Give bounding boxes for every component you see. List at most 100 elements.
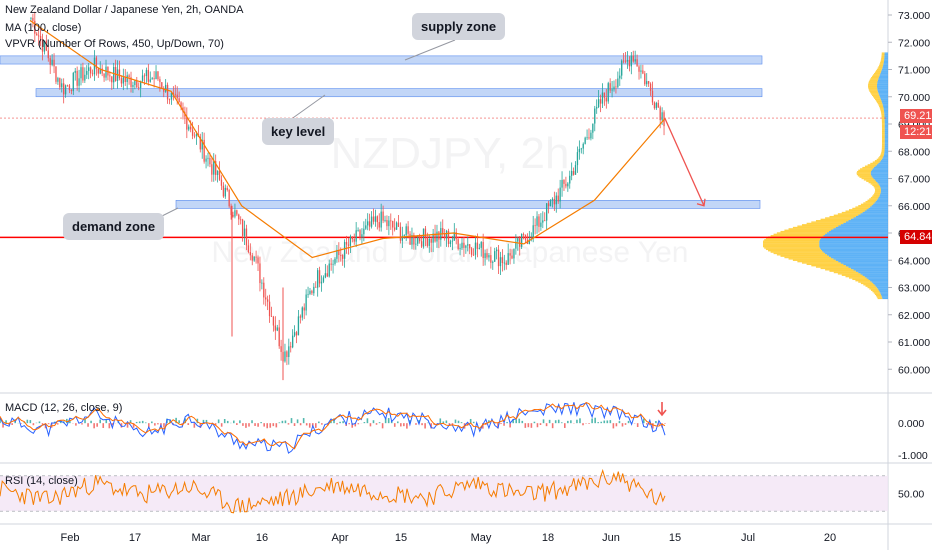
vp-bar-up — [825, 233, 888, 236]
vp-bar-up — [879, 96, 888, 98]
candle-body — [36, 33, 38, 36]
vp-bar-down — [874, 97, 881, 99]
vp-bar-down — [855, 279, 871, 282]
vp-bar-down — [881, 121, 885, 124]
candle-body — [322, 277, 325, 282]
price-tick-label: 62.000 — [898, 310, 930, 322]
vp-bar-down — [833, 214, 859, 216]
vp-bar-down — [870, 162, 879, 165]
candle-body — [30, 17, 32, 19]
candle-body — [64, 85, 67, 95]
candle-body — [99, 68, 101, 74]
candle-body — [478, 247, 480, 249]
vp-bar-up — [881, 296, 888, 298]
vp-bar-down — [825, 269, 854, 271]
candle-body — [128, 75, 130, 78]
vp-bar-up — [828, 230, 888, 233]
vp-bar-down — [829, 215, 856, 218]
vp-bar-down — [858, 205, 872, 207]
candle-body — [418, 237, 421, 242]
vp-bar-up — [884, 52, 888, 54]
supply-zone-label[interactable]: supply zone — [412, 13, 506, 40]
vp-bar-up — [878, 78, 888, 80]
candle-body — [522, 233, 525, 235]
demand-zone-label[interactable]: demand zone — [63, 213, 165, 240]
vp-bar-up — [881, 294, 888, 297]
vp-bar-up — [884, 141, 888, 143]
vp-bar-up — [884, 138, 888, 140]
candle-body — [397, 222, 400, 227]
vp-bar-up — [884, 143, 888, 146]
candle-body — [557, 195, 559, 202]
vp-bar-down — [852, 278, 869, 281]
candle-body — [39, 36, 42, 40]
candle-body — [118, 69, 121, 79]
candle-body — [640, 70, 642, 72]
connector — [289, 94, 326, 121]
vp-bar-up — [884, 120, 888, 122]
vp-bar-down — [860, 282, 874, 285]
candle-body — [355, 230, 357, 242]
vp-bar-down — [874, 160, 881, 162]
candle-body — [565, 183, 567, 187]
candle-body — [569, 175, 571, 184]
vp-bar-up — [855, 270, 888, 272]
vp-bar-down — [870, 289, 879, 291]
candle-body — [349, 236, 352, 246]
candle-body — [420, 241, 423, 247]
candle-body — [367, 221, 369, 226]
candle-body — [465, 245, 467, 248]
candle-body — [426, 236, 429, 246]
candle-body — [417, 237, 419, 244]
candle-body — [611, 89, 613, 91]
vp-bar-up — [838, 260, 888, 263]
vp-bar-down — [845, 275, 865, 278]
candle-body — [224, 187, 226, 197]
vp-bar-down — [863, 284, 875, 286]
candle-body — [444, 233, 446, 239]
vp-bar-down — [868, 81, 878, 83]
key-level-label[interactable]: key level — [262, 118, 335, 145]
vp-bar-down — [881, 119, 885, 121]
vp-bar-up — [884, 113, 888, 116]
vp-bar-down — [880, 60, 884, 63]
vp-bar-up — [883, 61, 888, 64]
projection-arrowhead — [696, 198, 706, 207]
vp-bar-up — [883, 64, 888, 67]
candle-body — [109, 75, 111, 77]
candle-body — [103, 73, 105, 78]
vp-bar-down — [869, 198, 878, 200]
vp-bar-up — [820, 248, 888, 251]
candle-body — [190, 126, 192, 130]
vp-bar-up — [871, 169, 888, 172]
vp-bar-up — [882, 102, 888, 105]
candle-body — [41, 39, 44, 52]
vp-bar-down — [876, 101, 882, 103]
vp-bar-down — [862, 166, 874, 169]
vp-bar-down — [872, 184, 880, 187]
candle-body — [207, 157, 209, 159]
candle-body — [220, 179, 223, 186]
rsi-legend: RSI (14, close) — [5, 475, 78, 487]
vp-bar-down — [763, 244, 820, 246]
candle-body — [376, 216, 378, 223]
vp-bar-up — [871, 205, 888, 207]
vp-bar-down — [797, 225, 839, 227]
vp-bar-down — [869, 90, 878, 92]
candle-body — [399, 226, 402, 241]
candle-body — [390, 220, 392, 222]
candle-body — [138, 87, 140, 89]
vp-bar-up — [880, 191, 888, 193]
vp-bar-up — [884, 124, 888, 127]
vp-bar-up — [883, 156, 888, 158]
candle-body — [84, 74, 86, 81]
candle-body — [472, 254, 475, 256]
vp-bar-up — [878, 196, 888, 199]
vp-bar-down — [872, 161, 880, 163]
vp-bar-up — [862, 274, 888, 276]
candle-body — [584, 137, 586, 144]
candle-body — [263, 282, 265, 298]
candle-body — [605, 97, 607, 102]
